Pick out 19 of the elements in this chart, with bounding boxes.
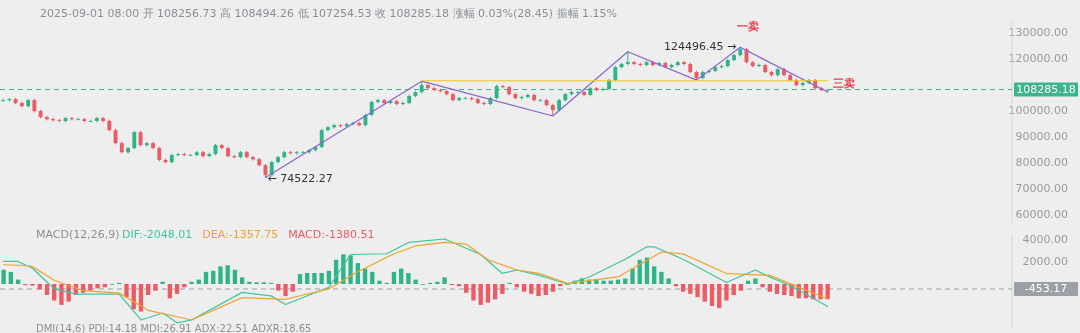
legend: DIF:-2048.01 DEA:-1357.75 MACD:-1380.51 xyxy=(122,228,375,241)
y-tick-label: 4000.00 xyxy=(1022,233,1068,246)
annotation: 124496.45 → xyxy=(664,40,737,54)
y-tick-label: 60000.00 xyxy=(1015,208,1068,222)
annotation: 三卖 xyxy=(832,76,855,90)
ref-line-label: -453.17 xyxy=(1024,281,1068,295)
y-tick-label: 120000.00 xyxy=(1008,52,1068,66)
y-tick-label: 2000.00 xyxy=(1022,255,1068,268)
annotation: ← 74522.27 xyxy=(267,172,333,186)
chart-title: MACD(12,26,9) xyxy=(36,228,120,241)
chart-title: 2025-09-01 08:00 开 108256.73 高 108494.26 低 107254.53 收 108285.18 涨幅 0.03%(28.45) 振幅 1.15% xyxy=(40,7,617,20)
ref-line-label: 108285.18 xyxy=(1016,82,1076,96)
y-tick-label: 100000.00 xyxy=(1008,104,1068,118)
y-tick-label: 90000.00 xyxy=(1015,130,1068,144)
y-tick-label: 130000.00 xyxy=(1008,26,1068,40)
y-tick-label: 80000.00 xyxy=(1015,156,1068,170)
y-tick-label: 70000.00 xyxy=(1015,182,1068,196)
annotation: DMI(14,6) PDI:14.18 MDI:26.91 ADX:22.51 ADXR:18.65 xyxy=(36,323,312,333)
annotation: 一卖 xyxy=(737,20,760,34)
